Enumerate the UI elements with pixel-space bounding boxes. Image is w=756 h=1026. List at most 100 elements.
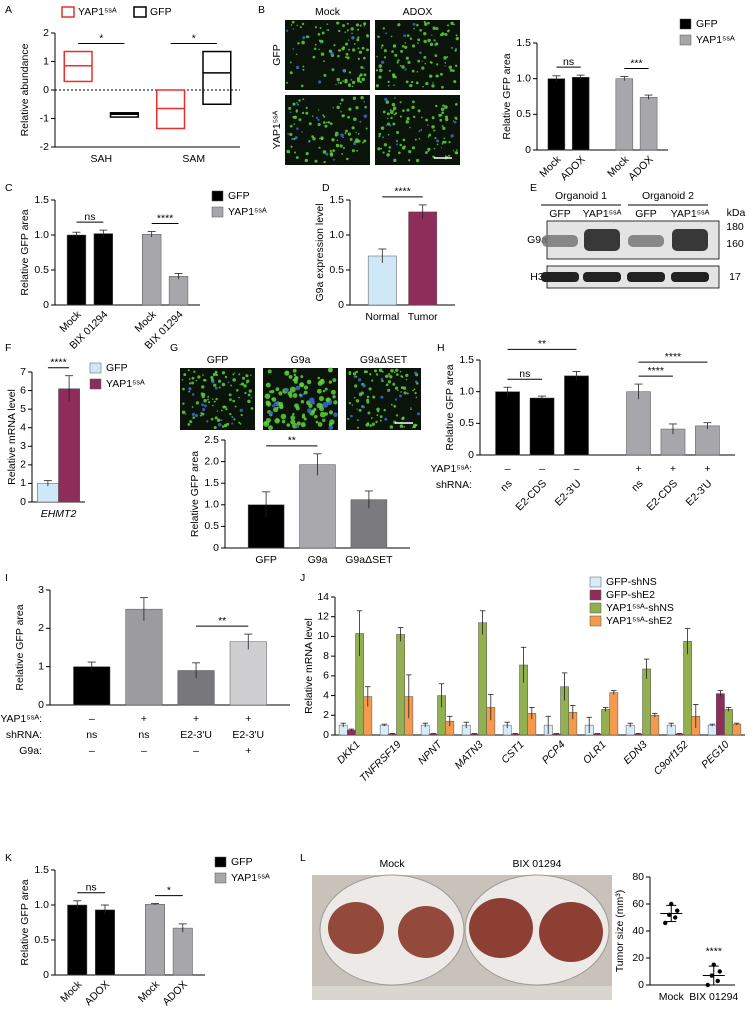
micrograph-speck xyxy=(263,420,270,427)
legend-label: YAP1⁵ˢᴬ xyxy=(78,6,117,18)
micrograph-speck xyxy=(308,139,311,142)
micrograph-speck xyxy=(424,22,428,26)
micrograph-speck xyxy=(407,60,411,64)
micrograph-speck xyxy=(357,133,360,135)
micrograph-speck xyxy=(242,376,246,380)
micrograph-speck xyxy=(189,382,192,385)
micrograph-speck xyxy=(280,413,287,420)
micrograph-speck xyxy=(431,34,433,36)
micrograph-speck xyxy=(191,376,195,380)
micrograph-speck xyxy=(301,414,306,419)
micrograph-speck xyxy=(299,26,302,29)
micrograph-speck xyxy=(320,378,324,382)
significance-label: ns xyxy=(519,368,530,380)
micrograph-speck xyxy=(213,400,216,403)
micrograph-speck xyxy=(210,417,214,421)
micrograph-speck xyxy=(336,21,340,25)
micrograph-speck xyxy=(363,24,366,27)
image-column-label: G9aΔSET xyxy=(360,354,408,366)
micrograph-speck xyxy=(212,404,214,407)
micrograph-speck xyxy=(417,109,421,113)
micrograph-speck xyxy=(300,84,304,88)
bar xyxy=(724,709,733,736)
panel-letter: J xyxy=(300,572,305,584)
micrograph-speck xyxy=(346,29,349,32)
row-value: ns xyxy=(629,478,645,494)
micrograph-speck xyxy=(376,55,378,58)
y-tick-label: 1 xyxy=(38,660,44,672)
micrograph-speck xyxy=(250,407,254,410)
micrograph-speck xyxy=(429,61,432,64)
micrograph-speck xyxy=(239,383,241,386)
micrograph-speck xyxy=(194,413,199,418)
legend-swatch xyxy=(214,872,227,884)
y-tick-label: 0 xyxy=(213,542,219,554)
significance-label: * xyxy=(192,32,196,44)
micrograph-speck xyxy=(292,47,295,50)
micrograph-speck xyxy=(404,45,408,50)
bar xyxy=(408,211,438,306)
micrograph-speck xyxy=(384,417,388,421)
y-tick-label: 1.5 xyxy=(516,37,531,49)
micrograph-speck xyxy=(348,401,352,405)
micrograph-speck xyxy=(292,28,295,30)
micrograph-speck xyxy=(424,62,427,65)
row-value: – xyxy=(89,745,95,757)
y-axis-label: Relative mRNA level xyxy=(303,618,315,714)
micrograph-speck xyxy=(315,420,319,424)
micrograph-speck xyxy=(229,398,232,401)
micrograph-speck xyxy=(229,412,232,416)
legend-swatch xyxy=(589,576,602,588)
micrograph-speck xyxy=(375,420,378,424)
y-axis-label: Tumor size (mm³) xyxy=(614,890,626,972)
bar xyxy=(66,234,87,306)
micrograph-speck xyxy=(303,390,308,395)
micrograph-speck xyxy=(439,72,443,76)
micrograph-speck xyxy=(411,44,416,48)
micrograph-speck xyxy=(394,97,396,99)
row-value: ns xyxy=(86,729,97,741)
micrograph-speck xyxy=(336,143,338,146)
micrograph-speck xyxy=(223,405,226,409)
micrograph-speck xyxy=(444,65,446,67)
y-axis-label: Relative GFP area xyxy=(189,451,201,537)
micrograph-speck xyxy=(413,388,416,391)
bar xyxy=(93,233,113,306)
micrograph-speck xyxy=(423,20,426,24)
micrograph-speck xyxy=(436,63,439,66)
micrograph-speck xyxy=(345,129,348,133)
micrograph-speck xyxy=(355,106,359,110)
micrograph-speck xyxy=(392,382,396,386)
micrograph-speck xyxy=(383,408,386,412)
micrograph-speck xyxy=(302,36,306,40)
micrograph-speck xyxy=(247,393,251,397)
micrograph-speck xyxy=(417,38,421,42)
legend-swatch xyxy=(589,589,602,601)
micrograph-speck xyxy=(396,140,398,143)
micrograph-speck xyxy=(393,84,395,86)
image-row-label: YAP1⁵ˢᴬ xyxy=(271,110,283,149)
row-value: E2-3'U xyxy=(232,729,264,741)
micrograph-speck xyxy=(338,29,341,33)
micrograph-speck xyxy=(201,385,205,389)
micrograph-speck xyxy=(314,159,318,163)
micrograph-speck xyxy=(385,32,388,35)
y-axis-label: Relative abundance xyxy=(19,43,31,136)
micrograph-speck xyxy=(408,150,412,154)
marker-label: 180 xyxy=(726,221,744,233)
micrograph-speck xyxy=(350,79,353,81)
legend-swatch xyxy=(214,856,227,868)
micrograph-speck xyxy=(351,32,353,35)
micrograph-speck xyxy=(376,414,379,417)
x-tick-label: G9a xyxy=(308,554,328,566)
micrograph-speck xyxy=(216,418,221,422)
micrograph-speck xyxy=(224,375,228,379)
panel-letter: B xyxy=(258,4,265,16)
micrograph-speck xyxy=(346,56,350,60)
micrograph-speck xyxy=(336,105,340,110)
y-tick-label: 10 xyxy=(317,630,329,642)
micrograph-speck xyxy=(342,146,345,149)
micrograph-speck xyxy=(325,152,329,156)
y-tick-label: 0.5 xyxy=(34,934,49,946)
micrograph-speck xyxy=(416,70,419,73)
